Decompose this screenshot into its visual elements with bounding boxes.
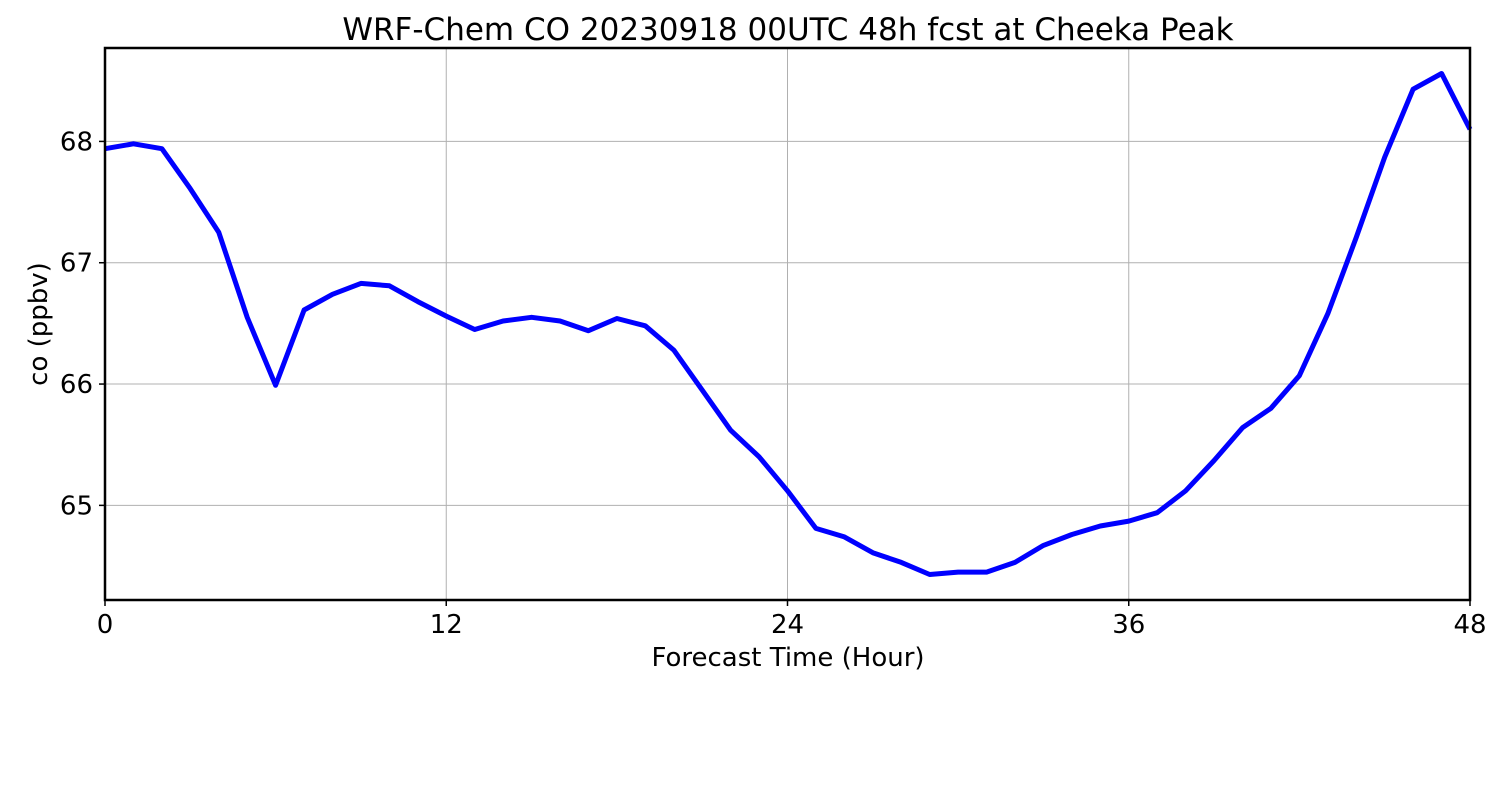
y-tick-label: 65	[60, 491, 93, 521]
y-tick-label: 66	[60, 370, 93, 400]
grid-lines	[105, 48, 1470, 600]
x-tick-label: 24	[771, 610, 804, 640]
y-tick-label: 68	[60, 127, 93, 157]
x-tick-label: 48	[1453, 610, 1486, 640]
x-tick-label: 12	[430, 610, 463, 640]
axis-ticks: 0 12 24 36 48 65 66 67 68	[60, 127, 1487, 640]
x-tick-label: 36	[1112, 610, 1145, 640]
chart-title: WRF-Chem CO 20230918 00UTC 48h fcst at C…	[342, 12, 1233, 48]
co-series-line	[104, 71, 1473, 577]
y-tick-label: 67	[60, 249, 93, 279]
series-layer	[104, 71, 1473, 577]
x-tick-label: 0	[97, 610, 114, 640]
x-axis-label: Forecast Time (Hour)	[651, 643, 924, 673]
y-axis-label: co (ppbv)	[24, 262, 54, 386]
